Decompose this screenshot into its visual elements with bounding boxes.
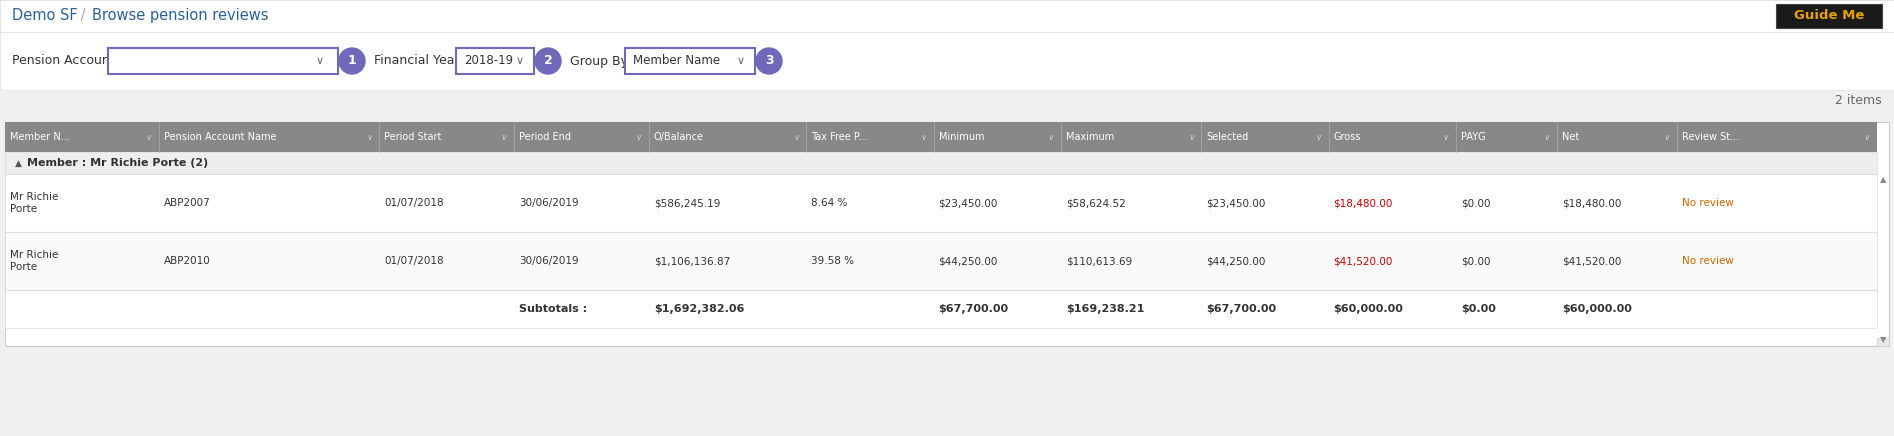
- FancyBboxPatch shape: [6, 122, 1877, 152]
- Text: v: v: [636, 133, 642, 142]
- Text: ∨: ∨: [515, 56, 525, 66]
- Text: $23,450.00: $23,450.00: [1206, 198, 1265, 208]
- FancyBboxPatch shape: [6, 122, 1888, 346]
- Text: Guide Me: Guide Me: [1794, 10, 1864, 23]
- Text: Period Start: Period Start: [384, 132, 441, 142]
- FancyBboxPatch shape: [6, 290, 1877, 328]
- Text: ▼: ▼: [1879, 335, 1886, 344]
- FancyBboxPatch shape: [6, 232, 1877, 290]
- Text: $18,480.00: $18,480.00: [1563, 198, 1621, 208]
- Text: Mr Richie
Porte: Mr Richie Porte: [9, 192, 59, 214]
- Text: Group By: Group By: [570, 54, 629, 68]
- FancyBboxPatch shape: [6, 174, 1877, 232]
- Text: v: v: [1665, 133, 1669, 142]
- Text: v: v: [146, 133, 152, 142]
- Text: v: v: [502, 133, 506, 142]
- Text: v: v: [920, 133, 926, 142]
- Text: Minimum: Minimum: [939, 132, 985, 142]
- Text: Selected: Selected: [1206, 132, 1248, 142]
- Text: Subtotals :: Subtotals :: [519, 304, 587, 314]
- Text: ▲: ▲: [15, 159, 23, 167]
- Text: v: v: [1189, 133, 1193, 142]
- Text: $44,250.00: $44,250.00: [1206, 256, 1265, 266]
- Circle shape: [534, 48, 561, 74]
- Text: v: v: [1866, 133, 1869, 142]
- Text: $44,250.00: $44,250.00: [939, 256, 998, 266]
- Text: Member N...: Member N...: [9, 132, 70, 142]
- Text: $1,692,382.06: $1,692,382.06: [653, 304, 744, 314]
- Text: 2018-19: 2018-19: [464, 54, 513, 68]
- FancyBboxPatch shape: [0, 0, 1894, 32]
- FancyBboxPatch shape: [1777, 4, 1883, 28]
- Text: v: v: [367, 133, 371, 142]
- Text: $67,700.00: $67,700.00: [939, 304, 1010, 314]
- FancyBboxPatch shape: [6, 152, 1877, 174]
- Text: ABP2007: ABP2007: [163, 198, 210, 208]
- Text: Gross: Gross: [1333, 132, 1362, 142]
- Text: O/Balance: O/Balance: [653, 132, 705, 142]
- Text: Maximum: Maximum: [1066, 132, 1114, 142]
- Text: Demo SF: Demo SF: [11, 8, 78, 24]
- Text: ∨: ∨: [316, 56, 324, 66]
- Text: Financial Year: Financial Year: [373, 54, 460, 68]
- Text: $169,238.21: $169,238.21: [1066, 304, 1144, 314]
- Text: No review: No review: [1682, 256, 1733, 266]
- Text: $60,000.00: $60,000.00: [1333, 304, 1403, 314]
- Text: ∨: ∨: [737, 56, 744, 66]
- Text: Period End: Period End: [519, 132, 572, 142]
- Text: $58,624.52: $58,624.52: [1066, 198, 1125, 208]
- Text: $1,106,136.87: $1,106,136.87: [653, 256, 731, 266]
- Text: ABP2010: ABP2010: [163, 256, 210, 266]
- Text: $0.00: $0.00: [1460, 198, 1491, 208]
- Text: $41,520.00: $41,520.00: [1563, 256, 1621, 266]
- Text: PAYG: PAYG: [1460, 132, 1485, 142]
- Text: Review St...: Review St...: [1682, 132, 1739, 142]
- Text: v: v: [1546, 133, 1549, 142]
- Text: v: v: [1049, 133, 1053, 142]
- Text: Tax Free P...: Tax Free P...: [811, 132, 867, 142]
- Text: v: v: [1443, 133, 1449, 142]
- Text: 01/07/2018: 01/07/2018: [384, 256, 443, 266]
- Text: $67,700.00: $67,700.00: [1206, 304, 1277, 314]
- Text: $586,245.19: $586,245.19: [653, 198, 720, 208]
- Text: Net: Net: [1563, 132, 1580, 142]
- Text: 30/06/2019: 30/06/2019: [519, 256, 580, 266]
- Text: $41,520.00: $41,520.00: [1333, 256, 1392, 266]
- FancyBboxPatch shape: [456, 48, 534, 74]
- Text: $0.00: $0.00: [1460, 304, 1496, 314]
- Text: $110,613.69: $110,613.69: [1066, 256, 1133, 266]
- FancyBboxPatch shape: [0, 32, 1894, 90]
- Text: No review: No review: [1682, 198, 1733, 208]
- Text: Browse pension reviews: Browse pension reviews: [93, 8, 269, 24]
- Text: /: /: [76, 8, 91, 24]
- Text: $60,000.00: $60,000.00: [1563, 304, 1633, 314]
- Text: Member : Mr Richie Porte (2): Member : Mr Richie Porte (2): [27, 158, 208, 168]
- Text: 39.58 %: 39.58 %: [811, 256, 854, 266]
- Text: Mr Richie
Porte: Mr Richie Porte: [9, 250, 59, 272]
- Circle shape: [756, 48, 782, 74]
- Text: 1: 1: [348, 54, 356, 68]
- Text: $18,480.00: $18,480.00: [1333, 198, 1392, 208]
- Text: v: v: [1316, 133, 1320, 142]
- Text: 2 items: 2 items: [1835, 95, 1883, 108]
- Text: $0.00: $0.00: [1460, 256, 1491, 266]
- Text: 01/07/2018: 01/07/2018: [384, 198, 443, 208]
- Text: Pension Account: Pension Account: [11, 54, 116, 68]
- Text: v: v: [794, 133, 799, 142]
- FancyBboxPatch shape: [625, 48, 756, 74]
- Text: Pension Account Name: Pension Account Name: [163, 132, 277, 142]
- FancyBboxPatch shape: [1877, 338, 1888, 346]
- Text: 8.64 %: 8.64 %: [811, 198, 849, 208]
- Circle shape: [339, 48, 366, 74]
- Text: 30/06/2019: 30/06/2019: [519, 198, 580, 208]
- Text: 3: 3: [765, 54, 773, 68]
- Text: $23,450.00: $23,450.00: [939, 198, 998, 208]
- Text: ▲: ▲: [1879, 176, 1886, 184]
- Text: Member Name: Member Name: [633, 54, 720, 68]
- Text: 2: 2: [544, 54, 553, 68]
- FancyBboxPatch shape: [108, 48, 337, 74]
